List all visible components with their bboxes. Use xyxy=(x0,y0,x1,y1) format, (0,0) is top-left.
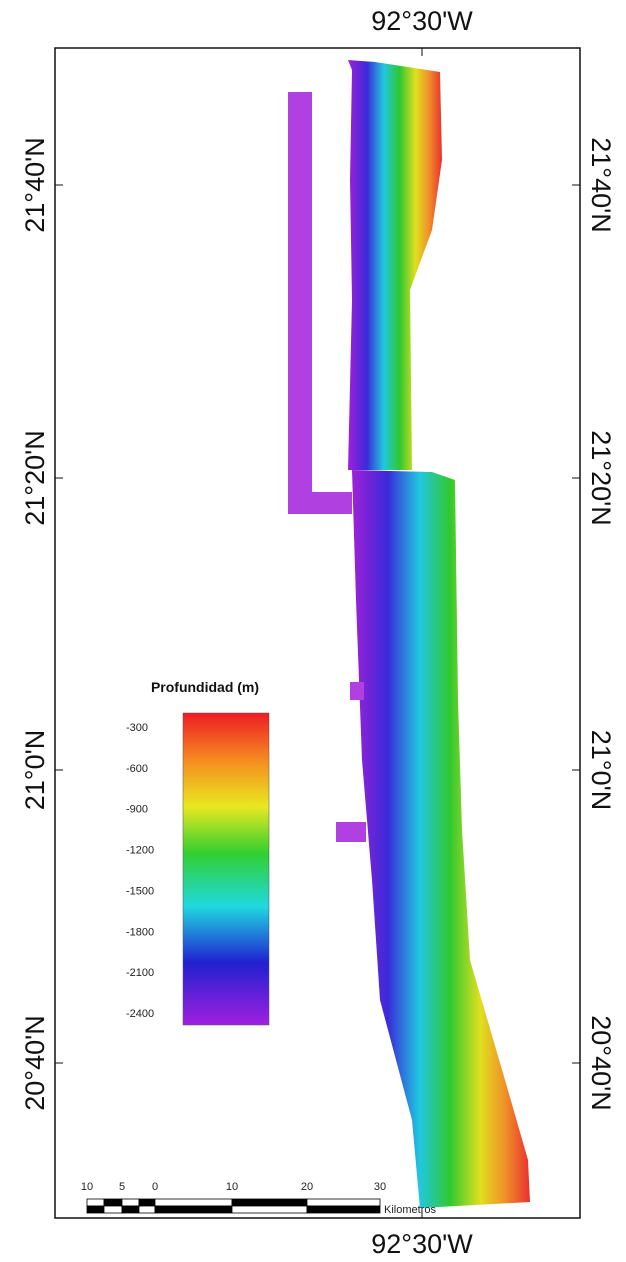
scale-label: 0 xyxy=(152,1181,158,1193)
scale-segment xyxy=(231,1198,308,1207)
scale-label: 10 xyxy=(226,1181,238,1193)
scale-label: 20 xyxy=(301,1181,313,1193)
scale-segment xyxy=(103,1205,123,1214)
longitude-label: 92°30'W xyxy=(371,6,473,36)
legend-title: Profundidad (m) xyxy=(151,679,259,695)
latitude-label: 21°0'N xyxy=(20,730,50,811)
scale-segment xyxy=(154,1198,233,1207)
scale-segment xyxy=(121,1198,140,1207)
scale-segment xyxy=(103,1198,123,1207)
legend-tick-label: -1200 xyxy=(126,845,154,857)
scale-segment xyxy=(306,1198,381,1207)
map-frame xyxy=(54,47,581,1219)
legend-tick-label: -1800 xyxy=(126,926,154,938)
legend-tick-label: -600 xyxy=(126,763,148,775)
survey-patch xyxy=(350,682,364,700)
latitude-label: 20°40'N xyxy=(20,1015,50,1111)
latitude-label: 20°40'N xyxy=(586,1015,616,1111)
scale-label: 5 xyxy=(119,1181,125,1193)
legend-tick-label: -2100 xyxy=(126,967,154,979)
scale-segment xyxy=(138,1205,156,1214)
scale-segment xyxy=(154,1205,233,1214)
scale-label: 10 xyxy=(81,1181,93,1193)
scale-unit: Kilometros xyxy=(384,1204,436,1216)
scale-segment xyxy=(306,1205,381,1214)
latitude-label: 21°40'N xyxy=(586,137,616,233)
latitude-label: 21°20'N xyxy=(586,430,616,526)
scale-segment xyxy=(86,1198,105,1207)
scale-label: 30 xyxy=(374,1181,386,1193)
scale-segment xyxy=(86,1205,105,1214)
bathymetry xyxy=(288,60,530,1208)
legend-colorbar xyxy=(182,712,270,1026)
bathymetry-south xyxy=(352,470,530,1208)
bathymetry-north xyxy=(348,60,442,470)
survey-line xyxy=(288,92,312,512)
legend-tick-label: -2400 xyxy=(126,1008,154,1020)
survey-line xyxy=(288,492,352,514)
latitude-label: 21°40'N xyxy=(20,137,50,233)
legend-tick-label: -300 xyxy=(126,722,148,734)
latitude-label: 21°20'N xyxy=(20,430,50,526)
legend-tick-label: -900 xyxy=(126,804,148,816)
latitude-label: 21°0'N xyxy=(586,730,616,811)
survey-patch xyxy=(336,822,366,842)
scale-segment xyxy=(231,1205,308,1214)
longitude-label: 92°30'W xyxy=(371,1229,473,1259)
legend-tick-label: -1500 xyxy=(126,885,154,897)
scale-segment xyxy=(121,1205,140,1214)
scale-bar: 10 5 0 10 20 30 Kilometros xyxy=(81,1181,437,1216)
scale-segment xyxy=(138,1198,156,1207)
